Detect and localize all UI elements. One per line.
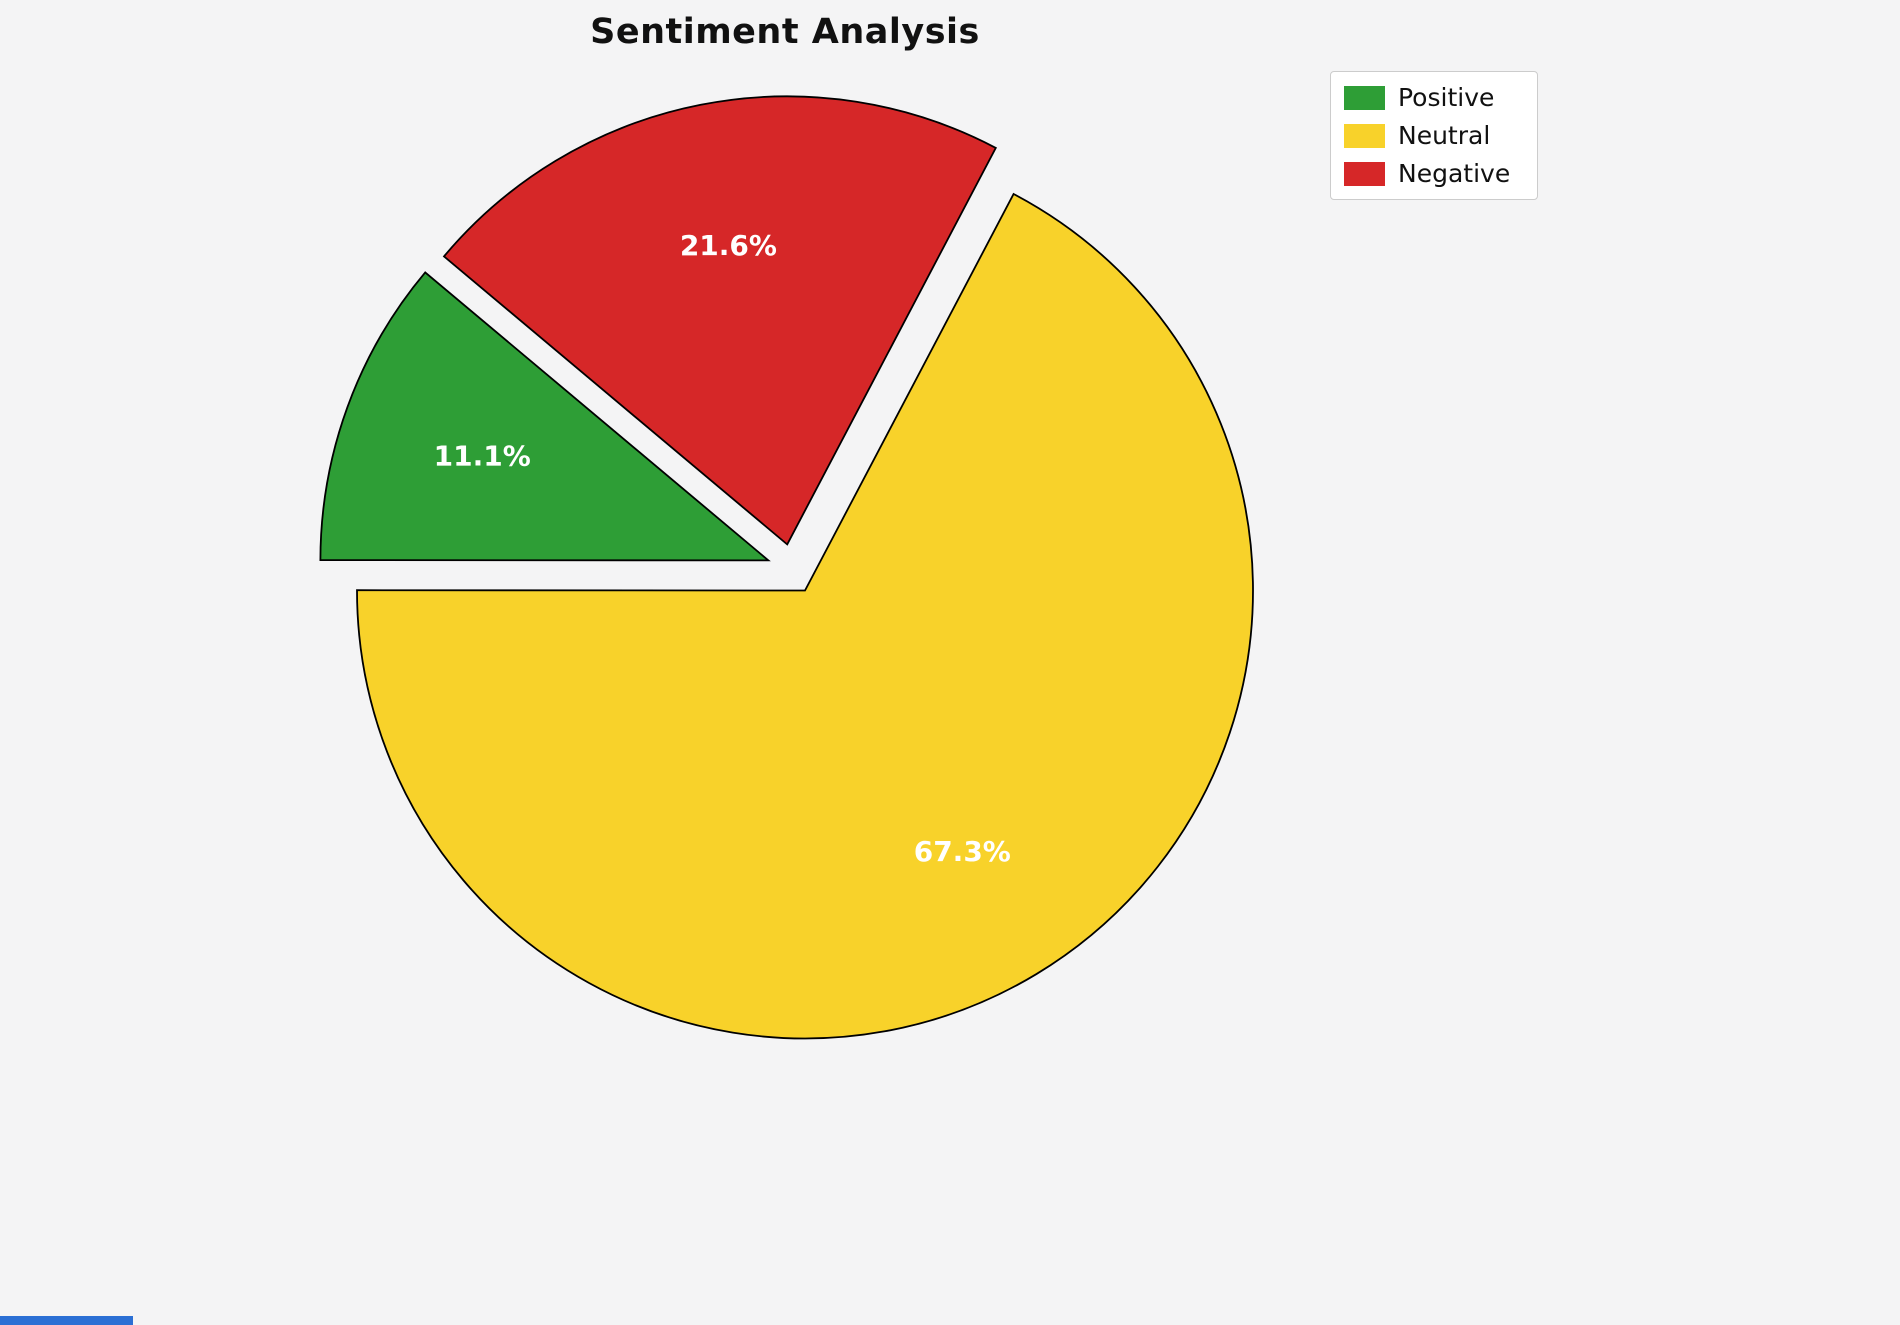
pie-slice-neutral bbox=[356, 192, 1254, 1040]
legend-item-positive: Positive bbox=[1344, 83, 1522, 112]
chart-title: Sentiment Analysis bbox=[590, 12, 980, 52]
bottom-left-accent-bar bbox=[0, 1316, 133, 1325]
pie-percent-label-positive: 11.1% bbox=[434, 440, 531, 473]
legend-swatch-neutral-icon bbox=[1344, 123, 1385, 148]
legend-label-neutral: Neutral bbox=[1398, 121, 1491, 150]
pie-percent-label-negative: 21.6% bbox=[680, 229, 777, 262]
pie-slice-positive bbox=[319, 271, 771, 562]
legend-label-negative: Negative bbox=[1398, 159, 1511, 188]
legend-swatch-negative-icon bbox=[1344, 161, 1385, 186]
legend-item-negative: Negative bbox=[1344, 159, 1522, 188]
legend-label-positive: Positive bbox=[1398, 83, 1495, 112]
legend-swatch-positive-icon bbox=[1344, 85, 1385, 110]
pie-percent-label-neutral: 67.3% bbox=[914, 835, 1011, 868]
legend-item-neutral: Neutral bbox=[1344, 121, 1522, 150]
pie-slice-negative bbox=[442, 95, 998, 546]
legend: Positive Neutral Negative bbox=[1330, 71, 1538, 200]
